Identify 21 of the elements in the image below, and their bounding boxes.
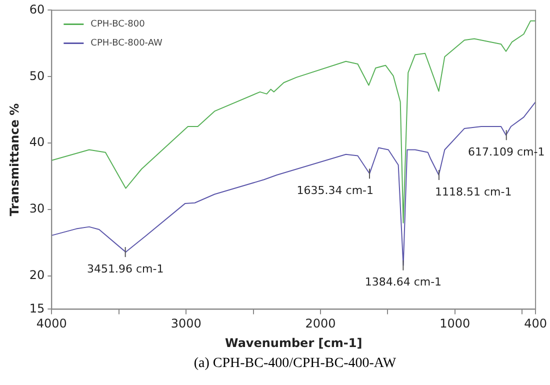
- x-axis-title: Wavenumber [cm-1]: [225, 336, 362, 350]
- legend-label: CPH-BC-800-AW: [90, 38, 163, 49]
- y-tick-label: 50: [29, 68, 45, 83]
- x-tick-label: 400: [524, 316, 547, 331]
- y-tick-label: 40: [29, 135, 45, 150]
- x-tick-label: 1000: [440, 316, 470, 331]
- x-tick-label: 2000: [305, 316, 336, 331]
- y-tick-label: 20: [29, 268, 45, 282]
- x-tick-label: 3000: [170, 316, 202, 331]
- y-tick-label: 60: [29, 2, 45, 16]
- y-tick-label: 15: [29, 301, 45, 316]
- annotation: 1384.64 cm-1: [364, 276, 442, 289]
- legend-label: CPH-BC-800: [90, 20, 146, 30]
- annotation: 1635.34 cm-1: [296, 184, 374, 198]
- annotation: 1118.51 cm-1: [434, 185, 512, 198]
- y-tick-label: 30: [29, 202, 45, 216]
- annotation: 3451.96 cm-1: [86, 262, 164, 276]
- text: (a) CPH-BC-400/CPH-BC-400-AW: [192, 355, 398, 373]
- y-axis-title: Transmittance %: [7, 103, 22, 216]
- x-tick-label: 4000: [36, 316, 67, 331]
- annotation: 617.109 cm-1: [468, 145, 545, 158]
